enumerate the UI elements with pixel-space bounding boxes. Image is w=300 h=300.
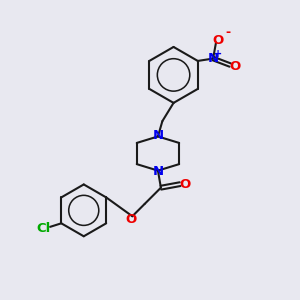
Text: Cl: Cl	[37, 221, 51, 235]
Text: O: O	[213, 34, 224, 47]
Text: O: O	[230, 60, 241, 73]
Text: O: O	[180, 178, 191, 191]
Text: -: -	[226, 26, 231, 40]
Text: +: +	[214, 49, 222, 58]
Text: N: N	[208, 52, 219, 65]
Text: O: O	[125, 213, 137, 226]
Text: N: N	[152, 129, 164, 142]
Text: N: N	[152, 165, 164, 178]
